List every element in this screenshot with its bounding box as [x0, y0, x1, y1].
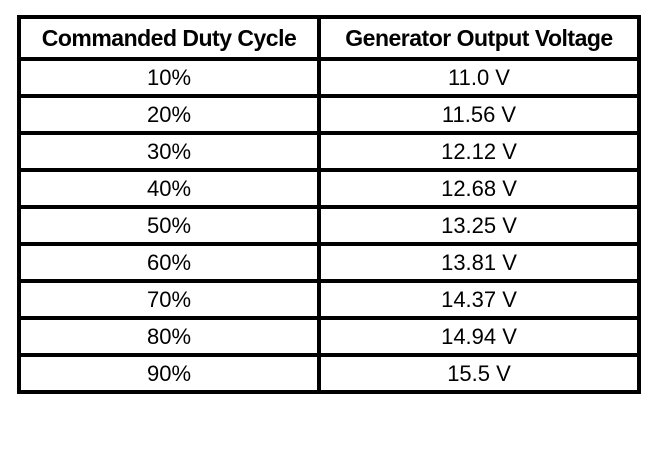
table-row: 90% 15.5 V — [17, 353, 641, 394]
voltage-cell: 14.94 V — [317, 316, 641, 357]
table-row: 10% 11.0 V — [17, 57, 641, 98]
table-header: Commanded Duty Cycle Generator Output Vo… — [17, 15, 641, 61]
voltage-cell: 14.37 V — [317, 279, 641, 320]
duty-cycle-cell: 80% — [17, 316, 321, 357]
table-body: 10% 11.0 V 20% 11.56 V 30% 12.12 V 40% 1… — [17, 57, 641, 394]
table-row: 50% 13.25 V — [17, 205, 641, 246]
voltage-cell: 11.56 V — [317, 94, 641, 135]
table-row: 70% 14.37 V — [17, 279, 641, 320]
duty-cycle-cell: 70% — [17, 279, 321, 320]
column-header-output-voltage: Generator Output Voltage — [317, 15, 641, 61]
table-row: 80% 14.94 V — [17, 316, 641, 357]
table-row: 20% 11.56 V — [17, 94, 641, 135]
table-row: 40% 12.68 V — [17, 168, 641, 209]
duty-cycle-cell: 10% — [17, 57, 321, 98]
column-header-duty-cycle: Commanded Duty Cycle — [17, 15, 321, 61]
duty-cycle-cell: 90% — [17, 353, 321, 394]
header-row: Commanded Duty Cycle Generator Output Vo… — [17, 15, 641, 61]
duty-cycle-cell: 20% — [17, 94, 321, 135]
duty-cycle-cell: 30% — [17, 131, 321, 172]
data-table: Commanded Duty Cycle Generator Output Vo… — [17, 15, 641, 394]
duty-cycle-cell: 50% — [17, 205, 321, 246]
voltage-cell: 12.68 V — [317, 168, 641, 209]
duty-cycle-cell: 40% — [17, 168, 321, 209]
voltage-cell: 15.5 V — [317, 353, 641, 394]
table-row: 30% 12.12 V — [17, 131, 641, 172]
voltage-cell: 13.25 V — [317, 205, 641, 246]
table-row: 60% 13.81 V — [17, 242, 641, 283]
duty-cycle-cell: 60% — [17, 242, 321, 283]
voltage-cell: 12.12 V — [317, 131, 641, 172]
voltage-cell: 13.81 V — [317, 242, 641, 283]
voltage-cell: 11.0 V — [317, 57, 641, 98]
